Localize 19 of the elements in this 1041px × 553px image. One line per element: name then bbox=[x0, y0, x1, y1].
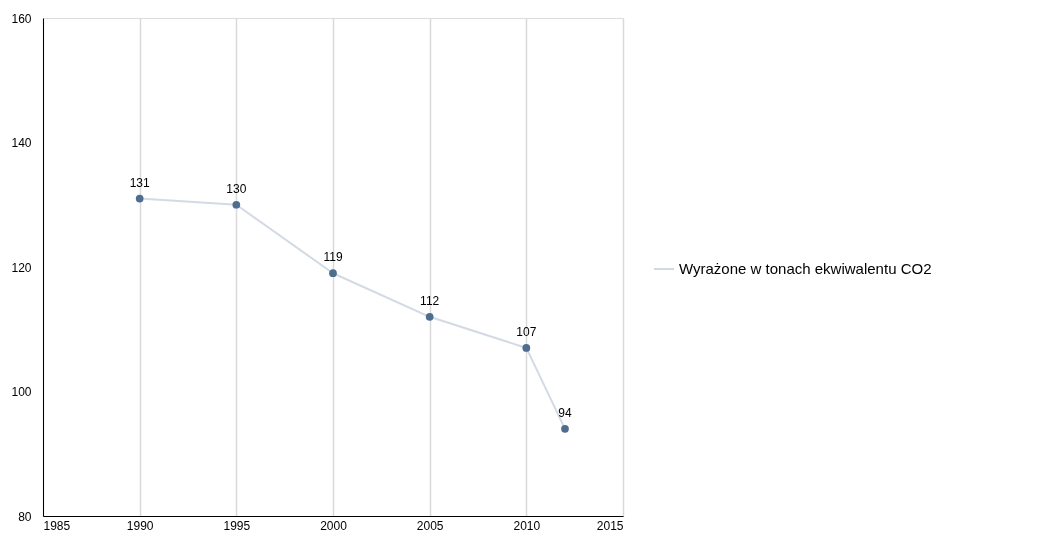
legend-label: Wyrażone w tonach ekwiwalentu CO2 bbox=[679, 260, 932, 277]
data-label: 130 bbox=[226, 181, 247, 196]
x-tick-label: 2005 bbox=[416, 518, 444, 533]
data-label: 112 bbox=[420, 293, 440, 308]
y-tick-label: 100 bbox=[11, 385, 32, 399]
data-label: 119 bbox=[323, 250, 343, 265]
x-tick-label: 1985 bbox=[43, 518, 71, 533]
data-label: 131 bbox=[129, 175, 150, 190]
x-tick-label: 2000 bbox=[320, 518, 348, 533]
x-tick-label: 1990 bbox=[126, 518, 154, 533]
data-label: 107 bbox=[516, 324, 537, 339]
y-tick-label: 120 bbox=[11, 260, 32, 275]
y-tick-label: 80 bbox=[18, 509, 32, 524]
y-tick-label: 160 bbox=[11, 11, 32, 26]
data-label: 94 bbox=[558, 405, 572, 420]
x-tick-label: 1995 bbox=[223, 518, 251, 533]
x-tick-label: 2015 bbox=[596, 518, 624, 533]
y-tick-label: 140 bbox=[11, 136, 32, 150]
x-tick-label: 2010 bbox=[513, 518, 541, 533]
